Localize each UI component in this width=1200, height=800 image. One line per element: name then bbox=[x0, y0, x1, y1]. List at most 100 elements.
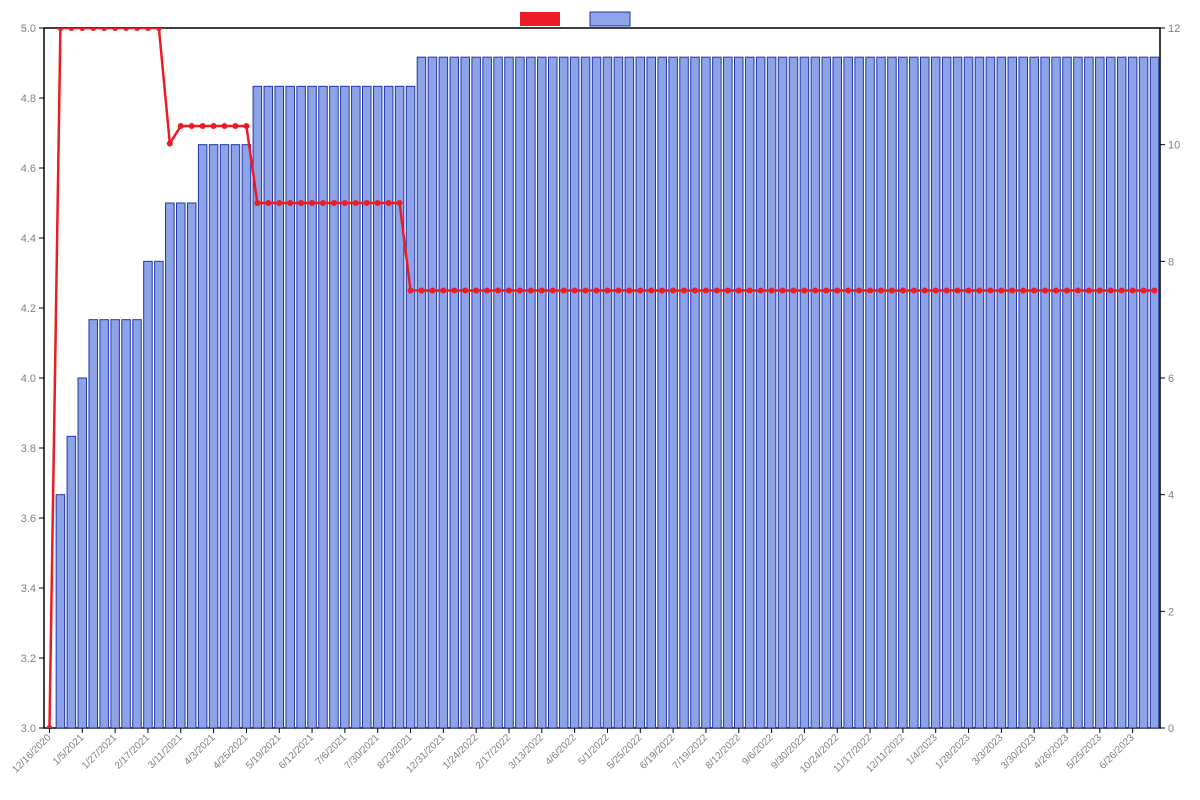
line-marker bbox=[790, 288, 796, 294]
x-tick-label: 2/17/2021 bbox=[113, 732, 153, 772]
bar bbox=[527, 57, 536, 728]
bar bbox=[702, 57, 711, 728]
line-marker bbox=[517, 288, 523, 294]
bar bbox=[680, 57, 689, 728]
bar bbox=[592, 57, 601, 728]
x-tick-label: 6/12/2021 bbox=[277, 732, 317, 772]
bar bbox=[570, 57, 579, 728]
bar bbox=[67, 436, 76, 728]
bar bbox=[319, 86, 328, 728]
bar bbox=[1096, 57, 1105, 728]
bar bbox=[975, 57, 984, 728]
dual-axis-chart: 3.03.23.43.63.84.04.24.44.64.85.00246810… bbox=[0, 0, 1200, 800]
line-marker bbox=[955, 288, 961, 294]
line-marker bbox=[254, 200, 260, 206]
bar bbox=[144, 261, 153, 728]
line-marker bbox=[561, 288, 567, 294]
bar bbox=[242, 145, 251, 728]
line-marker bbox=[320, 200, 326, 206]
line-marker bbox=[222, 123, 228, 129]
line-marker bbox=[1031, 288, 1037, 294]
line-marker bbox=[856, 288, 862, 294]
line-marker bbox=[90, 25, 96, 31]
line-marker bbox=[298, 200, 304, 206]
line-marker bbox=[823, 288, 829, 294]
bar bbox=[1041, 57, 1050, 728]
bars-group bbox=[56, 57, 1159, 728]
legend-bar-swatch bbox=[590, 12, 630, 26]
line-marker bbox=[440, 288, 446, 294]
y-left-tick-label: 3.6 bbox=[21, 513, 36, 525]
line-marker bbox=[375, 200, 381, 206]
y-left-tick-label: 5.0 bbox=[21, 23, 36, 35]
bar bbox=[1106, 57, 1115, 728]
bar bbox=[855, 57, 864, 728]
x-tick-label: 3/11/2021 bbox=[146, 732, 185, 771]
bar bbox=[373, 86, 382, 728]
bar bbox=[778, 57, 787, 728]
bar bbox=[581, 57, 590, 728]
bar bbox=[155, 261, 164, 728]
bar bbox=[800, 57, 809, 728]
bar bbox=[942, 57, 951, 728]
bar bbox=[756, 57, 765, 728]
bar bbox=[931, 57, 940, 728]
line-marker bbox=[780, 288, 786, 294]
bar bbox=[745, 57, 754, 728]
bar bbox=[89, 320, 98, 728]
line-marker bbox=[309, 200, 315, 206]
line-marker bbox=[232, 123, 238, 129]
bar bbox=[724, 57, 733, 728]
y-left-tick-label: 3.4 bbox=[21, 583, 36, 595]
bar bbox=[658, 57, 667, 728]
y-right-tick-label: 8 bbox=[1168, 256, 1174, 268]
x-tick-label: 3/13/2022 bbox=[507, 732, 547, 772]
line-marker bbox=[473, 288, 479, 294]
line-marker bbox=[692, 288, 698, 294]
bar bbox=[899, 57, 908, 728]
bar bbox=[1117, 57, 1126, 728]
line-marker bbox=[353, 200, 359, 206]
bar bbox=[187, 203, 196, 728]
line-marker bbox=[583, 288, 589, 294]
line-marker bbox=[134, 25, 140, 31]
line-marker bbox=[966, 288, 972, 294]
line-marker bbox=[1009, 288, 1015, 294]
bar bbox=[1052, 57, 1061, 728]
bar bbox=[548, 57, 557, 728]
bar bbox=[395, 86, 404, 728]
bar bbox=[986, 57, 995, 728]
line-marker bbox=[1075, 288, 1081, 294]
line-marker bbox=[156, 25, 162, 31]
y-left-tick-label: 4.0 bbox=[21, 373, 36, 385]
line-marker bbox=[637, 288, 643, 294]
line-marker bbox=[200, 123, 206, 129]
line-marker bbox=[57, 25, 63, 31]
line-marker bbox=[878, 288, 884, 294]
y-left-tick-label: 4.8 bbox=[21, 93, 36, 105]
line-marker bbox=[626, 288, 632, 294]
line-marker bbox=[834, 288, 840, 294]
bar bbox=[450, 57, 459, 728]
bar bbox=[406, 86, 415, 728]
line-marker bbox=[276, 200, 282, 206]
line-marker bbox=[987, 288, 993, 294]
bar bbox=[472, 57, 481, 728]
bar bbox=[362, 86, 371, 728]
bar bbox=[833, 57, 842, 728]
bar bbox=[713, 57, 722, 728]
y-right-tick-label: 2 bbox=[1168, 606, 1174, 618]
y-right-tick-label: 4 bbox=[1168, 490, 1174, 502]
line-marker bbox=[211, 123, 217, 129]
bar bbox=[636, 57, 645, 728]
line-marker bbox=[659, 288, 665, 294]
line-marker bbox=[386, 200, 392, 206]
bar bbox=[505, 57, 514, 728]
line-marker bbox=[462, 288, 468, 294]
line-marker bbox=[911, 288, 917, 294]
line-marker bbox=[101, 25, 107, 31]
bar bbox=[461, 57, 470, 728]
line-marker bbox=[648, 288, 654, 294]
line-marker bbox=[429, 288, 435, 294]
line-marker bbox=[79, 25, 85, 31]
